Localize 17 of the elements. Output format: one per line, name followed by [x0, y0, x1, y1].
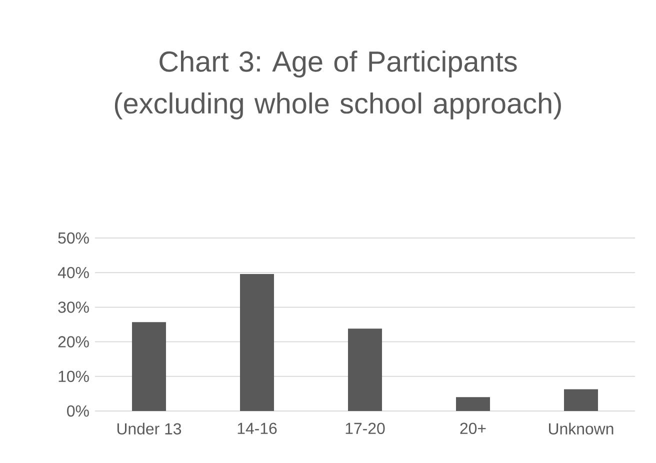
- bar: [348, 328, 382, 411]
- bar: [132, 322, 166, 411]
- y-tick-label: 30%: [58, 302, 89, 313]
- y-tick-label: 40%: [58, 266, 89, 278]
- x-tick-label: 17-20: [346, 422, 385, 434]
- y-tick-label: 50%: [58, 232, 89, 244]
- x-tick-label: 14-16: [238, 422, 277, 434]
- chart-title: Chart 3: Age of Participants (excluding whole school approach): [114, 50, 561, 120]
- bar: [240, 274, 274, 411]
- bar: [456, 397, 490, 411]
- y-tick-label: 10%: [58, 370, 89, 382]
- bar: [564, 389, 598, 411]
- x-tick-label: 20+: [460, 422, 486, 434]
- x-tick-label: Unknown: [549, 422, 614, 434]
- y-tick-label: 0%: [67, 405, 89, 417]
- x-tick-label: Under 13: [117, 422, 182, 434]
- y-tick-label: 20%: [58, 336, 89, 348]
